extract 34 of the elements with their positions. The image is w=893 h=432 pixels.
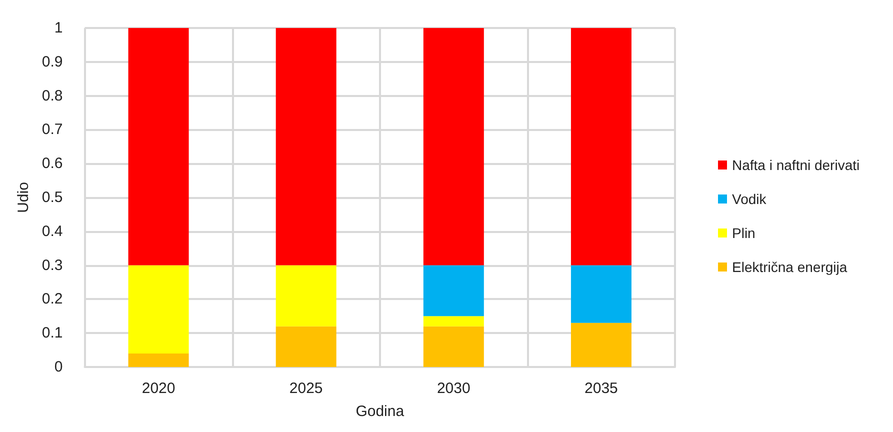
x-tick-label: 2030: [436, 380, 470, 397]
bar: [423, 28, 484, 266]
legend-label: Nafta i naftni derivati: [732, 157, 860, 173]
bar: [570, 265, 632, 323]
x-axis-title: Godina: [356, 403, 405, 420]
y-tick-label: 0.2: [42, 290, 63, 308]
y-axis-title: Udio: [15, 182, 32, 213]
bar: [570, 28, 632, 266]
bar: [423, 316, 484, 326]
y-tick-label: 0.3: [42, 256, 63, 274]
y-tick-label: 0.9: [42, 53, 63, 70]
y-tick-label: 0.5: [42, 189, 63, 206]
x-tick-label: 2035: [584, 380, 618, 397]
bar: [423, 326, 484, 367]
legend-label: Vodik: [732, 191, 768, 207]
bar: [128, 353, 189, 367]
y-tick-label: 1: [54, 20, 63, 36]
bar: [423, 265, 484, 316]
y-tick-label: 0.6: [42, 155, 63, 172]
bar: [128, 28, 189, 266]
bar: [276, 265, 336, 326]
bar: [276, 28, 336, 266]
legend-label: Električna energija: [732, 259, 848, 275]
x-tick-label: 2025: [289, 380, 323, 397]
y-tick-label: 0.8: [42, 87, 63, 104]
y-tick-label: 0.7: [42, 121, 63, 138]
bar: [276, 326, 336, 367]
x-tick-label: 2020: [142, 380, 176, 397]
y-tick-label: 0: [54, 358, 63, 376]
y-tick-label: 0.4: [42, 222, 63, 240]
bar: [128, 265, 189, 354]
bar: [570, 322, 632, 367]
y-tick-label: 0.1: [42, 324, 63, 342]
legend-label: Plin: [732, 225, 756, 241]
